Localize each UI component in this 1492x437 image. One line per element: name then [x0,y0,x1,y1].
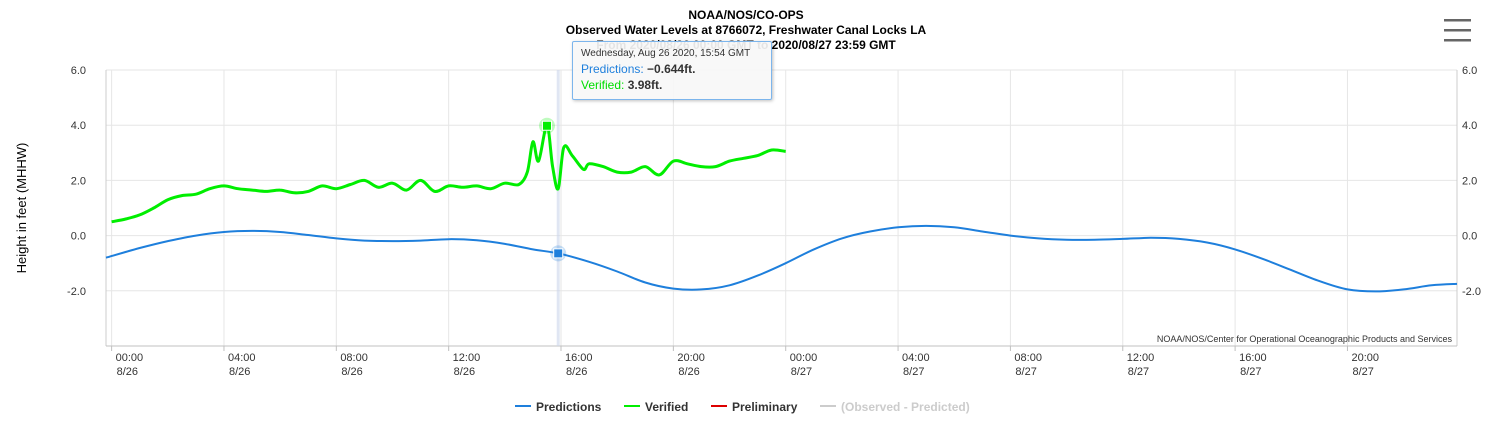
legend-item-predictions[interactable]: Predictions [515,400,602,414]
chart-credit: NOAA/NOS/Center for Operational Oceanogr… [1157,334,1453,344]
x-tick-label-time: 00:00 [790,352,818,364]
x-tick-label-time: 16:00 [565,352,593,364]
chart-menu-button[interactable] [1436,14,1478,48]
x-tick-label-time: 20:00 [1351,352,1379,364]
y-tick-label-right: -2.0 [1462,286,1481,298]
tooltip-date: Wednesday, Aug 26 2020, 15:54 GMT [581,48,751,59]
y-axis-left: 6.0 4.0 2.0 0.0 -2.0 [67,65,86,298]
legend-label-preliminary: Preliminary [732,400,798,414]
y-tick-label-left: -2.0 [67,286,86,298]
y-axis-right: 6.0 4.0 2.0 0.0 -2.0 [1462,65,1481,298]
x-tick-label-date: 8/27 [903,366,924,378]
x-tick-label-time: 16:00 [1239,352,1267,364]
x-tick-label-date: 8/27 [1240,366,1261,378]
legend: Predictions Verified Preliminary (Observed … [515,400,970,414]
tooltip-row-predictions: Predictions: −0.644ft. [581,62,763,76]
y-tick-label-right: 4.0 [1462,120,1477,132]
tooltip: Wednesday, Aug 26 2020, 15:54 GMT Predic… [572,41,772,100]
legend-label-predictions: Predictions [536,400,602,414]
x-tick-label-date: 8/26 [454,366,475,378]
legend-item-preliminary[interactable]: Preliminary [711,400,798,414]
legend-item-observed-predicted[interactable]: (Observed - Predicted) [820,400,970,414]
x-tick-label-time: 20:00 [677,352,705,364]
y-tick-label-left: 4.0 [71,120,86,132]
x-tick-label-date: 8/26 [566,366,587,378]
x-tick-label-date: 8/26 [229,366,250,378]
x-tick-label-time: 12:00 [453,352,481,364]
tooltip-label-verified: Verified: [581,78,625,92]
chart-subtitle: Observed Water Levels at 8766072, Freshw… [566,23,927,37]
tooltip-row-verified: Verified: 3.98ft. [581,78,763,92]
legend-label-observed-predicted: (Observed - Predicted) [841,400,970,414]
series-layer [105,124,1458,293]
y-tick-label-right: 0.0 [1462,231,1477,243]
hover-marker-predictions [553,248,564,259]
y-tick-label-right: 2.0 [1462,175,1477,187]
x-tick-label-date: 8/27 [1015,366,1036,378]
plot-grid [106,69,1457,346]
x-tick-label-date: 8/27 [791,366,812,378]
tooltip-label-predictions: Predictions: [581,62,644,76]
legend-item-verified[interactable]: Verified [624,400,688,414]
y-tick-label-left: 0.0 [71,231,86,243]
x-tick-label-time: 08:00 [340,352,368,364]
legend-label-verified: Verified [645,400,688,414]
tooltip-value-predictions: −0.644ft. [647,62,696,76]
x-tick-label-date: 8/26 [341,366,362,378]
series-line-verified [111,124,786,224]
y-tick-label-left: 2.0 [71,175,86,187]
x-tick-label-time: 08:00 [1014,352,1042,364]
crosshair-band [556,70,560,346]
crosshair [556,70,560,346]
x-tick-label-time: 00:00 [116,352,144,364]
tooltip-value-verified: 3.98ft. [627,78,663,92]
x-axis: 00:00 8/26 04:00 8/26 08:00 8/26 12:00 8/26 16:0… [111,346,1379,378]
x-tick-label-date: 8/26 [678,366,699,378]
series-line-predictions [105,224,1458,293]
plot-frame [105,70,1458,347]
hover-markers [538,117,567,262]
x-tick-label-time: 04:00 [902,352,930,364]
x-tick-label-date: 8/27 [1352,366,1373,378]
y-tick-label-left: 6.0 [71,65,86,77]
x-tick-label-time: 12:00 [1127,352,1155,364]
hover-marker-verified [541,120,552,131]
x-tick-label-date: 8/27 [1128,366,1149,378]
y-axis-label: Height in feet (MHHW) [14,143,29,274]
y-tick-label-right: 6.0 [1462,65,1477,77]
hamburger-menu-icon [1444,19,1471,42]
chart-title: NOAA/NOS/CO-OPS [688,8,803,22]
x-tick-label-date: 8/26 [117,366,138,378]
x-tick-label-time: 04:00 [228,352,256,364]
